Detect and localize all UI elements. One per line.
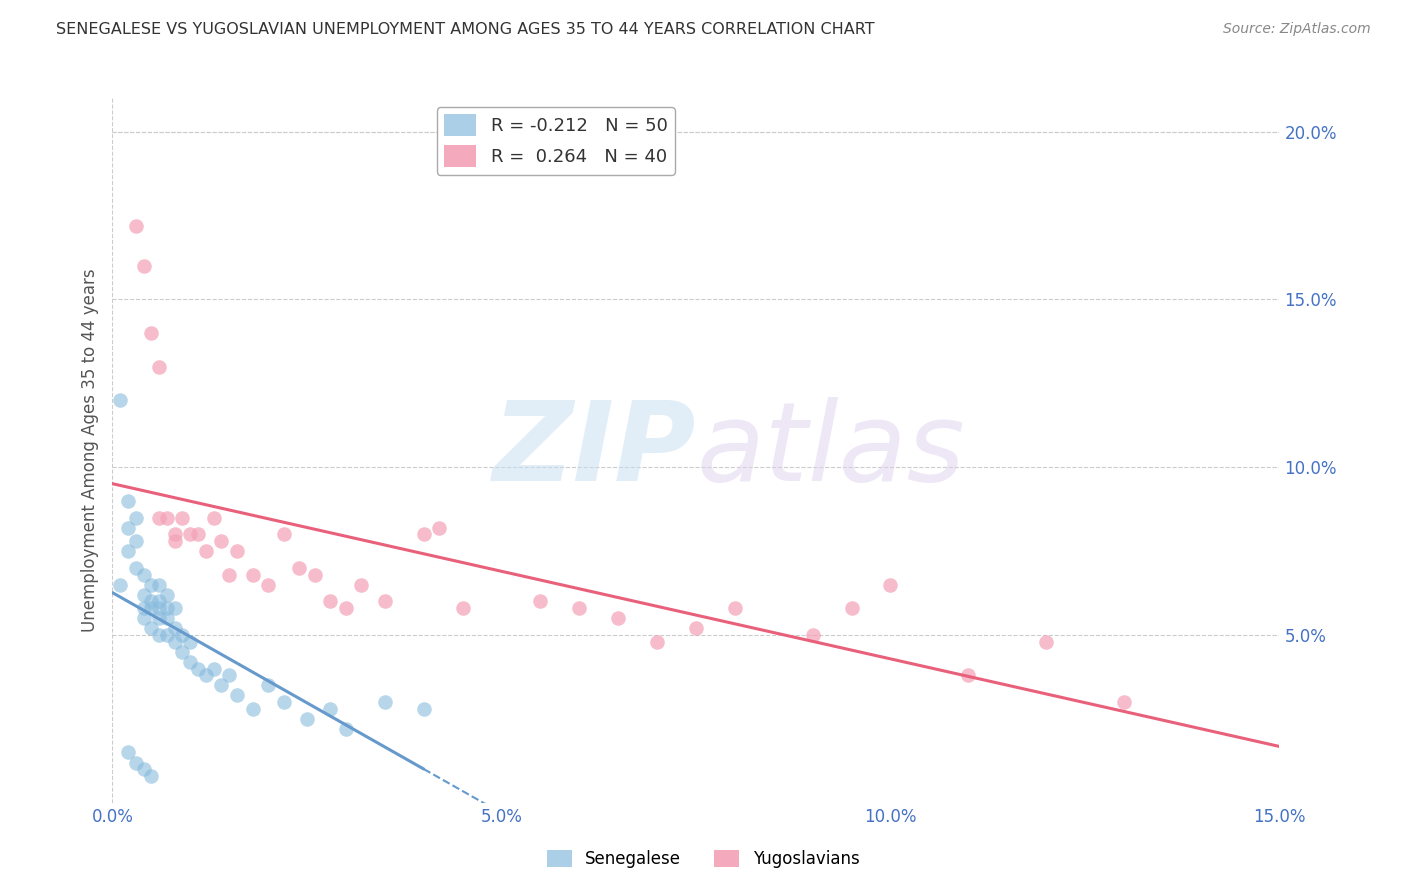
Point	[132, 567, 155, 582]
Point	[451, 601, 474, 615]
Point	[194, 544, 217, 558]
Point	[141, 326, 163, 340]
Point	[319, 594, 342, 608]
Point	[110, 393, 132, 408]
Point	[172, 628, 194, 642]
Point	[141, 594, 163, 608]
Point	[132, 601, 155, 615]
Point	[125, 561, 148, 575]
Point	[141, 601, 163, 615]
Legend: R = -0.212   N = 50, R =  0.264   N = 40: R = -0.212 N = 50, R = 0.264 N = 40	[437, 107, 675, 175]
Point	[141, 769, 163, 783]
Point	[374, 594, 396, 608]
Point	[209, 678, 232, 692]
Point	[335, 722, 357, 736]
Point	[141, 621, 163, 635]
Point	[1035, 634, 1057, 648]
Point	[412, 702, 434, 716]
Point	[295, 712, 318, 726]
Point	[218, 567, 240, 582]
Point	[156, 628, 179, 642]
Point	[148, 359, 170, 374]
Point	[412, 527, 434, 541]
Point	[242, 567, 264, 582]
Point	[179, 634, 201, 648]
Point	[226, 689, 249, 703]
Point	[148, 577, 170, 591]
Point	[187, 527, 209, 541]
Point	[226, 544, 249, 558]
Point	[110, 577, 132, 591]
Point	[1112, 695, 1135, 709]
Point	[179, 655, 201, 669]
Point	[117, 521, 139, 535]
Point	[148, 510, 170, 524]
Point	[163, 601, 186, 615]
Point	[242, 702, 264, 716]
Point	[156, 611, 179, 625]
Point	[257, 577, 280, 591]
Text: SENEGALESE VS YUGOSLAVIAN UNEMPLOYMENT AMONG AGES 35 TO 44 YEARS CORRELATION CHA: SENEGALESE VS YUGOSLAVIAN UNEMPLOYMENT A…	[56, 22, 875, 37]
Point	[209, 534, 232, 549]
Point	[125, 219, 148, 233]
Point	[163, 634, 186, 648]
Text: atlas: atlas	[696, 397, 965, 504]
Point	[335, 601, 357, 615]
Point	[156, 588, 179, 602]
Point	[724, 601, 747, 615]
Legend: Senegalese, Yugoslavians: Senegalese, Yugoslavians	[540, 843, 866, 875]
Point	[645, 634, 668, 648]
Point	[179, 527, 201, 541]
Point	[117, 746, 139, 760]
Point	[132, 259, 155, 273]
Point	[172, 510, 194, 524]
Point	[288, 561, 311, 575]
Point	[801, 628, 824, 642]
Point	[374, 695, 396, 709]
Point	[163, 527, 186, 541]
Point	[141, 577, 163, 591]
Point	[202, 510, 225, 524]
Point	[117, 493, 139, 508]
Point	[187, 662, 209, 676]
Point	[132, 611, 155, 625]
Point	[156, 510, 179, 524]
Point	[304, 567, 326, 582]
Text: ZIP: ZIP	[492, 397, 696, 504]
Point	[841, 601, 863, 615]
Point	[568, 601, 591, 615]
Point	[125, 510, 148, 524]
Point	[879, 577, 901, 591]
Point	[163, 621, 186, 635]
Point	[273, 527, 295, 541]
Point	[257, 678, 280, 692]
Point	[163, 534, 186, 549]
Point	[202, 662, 225, 676]
Point	[607, 611, 630, 625]
Text: Source: ZipAtlas.com: Source: ZipAtlas.com	[1223, 22, 1371, 37]
Point	[125, 756, 148, 770]
Point	[194, 668, 217, 682]
Point	[685, 621, 707, 635]
Point	[132, 588, 155, 602]
Point	[273, 695, 295, 709]
Point	[148, 601, 170, 615]
Point	[156, 601, 179, 615]
Point	[218, 668, 240, 682]
Y-axis label: Unemployment Among Ages 35 to 44 years: Unemployment Among Ages 35 to 44 years	[80, 268, 98, 632]
Point	[117, 544, 139, 558]
Point	[529, 594, 551, 608]
Point	[148, 594, 170, 608]
Point	[319, 702, 342, 716]
Point	[172, 645, 194, 659]
Point	[148, 611, 170, 625]
Point	[957, 668, 980, 682]
Point	[132, 762, 155, 776]
Point	[125, 534, 148, 549]
Point	[350, 577, 373, 591]
Point	[148, 628, 170, 642]
Point	[427, 521, 450, 535]
